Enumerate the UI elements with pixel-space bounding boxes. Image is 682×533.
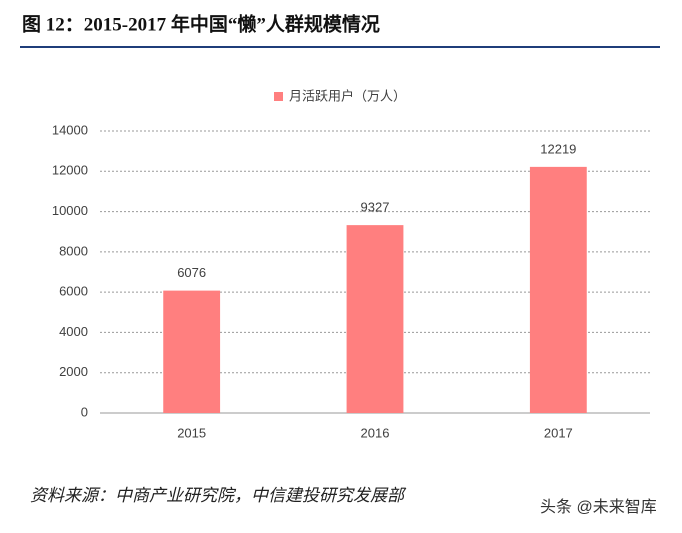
y-tick-label: 4000 [59,324,88,339]
value-label: 6076 [177,265,206,280]
source-note: 资料来源：中商产业研究院，中信建投研究发展部 [30,486,407,505]
value-label: 12219 [540,141,576,156]
bar [163,290,221,413]
watermark: 头条 @未来智库 [540,498,657,516]
x-tick-label: 2015 [177,425,206,440]
y-tick-label: 2000 [59,364,88,379]
x-tick-label: 2017 [544,425,573,440]
y-tick-label: 10000 [52,203,88,218]
legend-swatch [274,92,283,101]
value-label: 9327 [361,200,390,215]
legend-label: 月活跃用户（万人） [289,88,406,103]
y-tick-label: 6000 [59,284,88,299]
bar [346,225,404,413]
y-tick-label: 14000 [52,122,88,137]
chart-title: 图 12：2015-2017 年中国“懒”人群规模情况 [22,12,380,35]
x-tick-label: 2016 [361,425,390,440]
y-tick-label: 8000 [59,243,88,258]
y-tick-label: 12000 [52,163,88,178]
bar [529,166,587,413]
y-tick-label: 0 [81,404,88,419]
